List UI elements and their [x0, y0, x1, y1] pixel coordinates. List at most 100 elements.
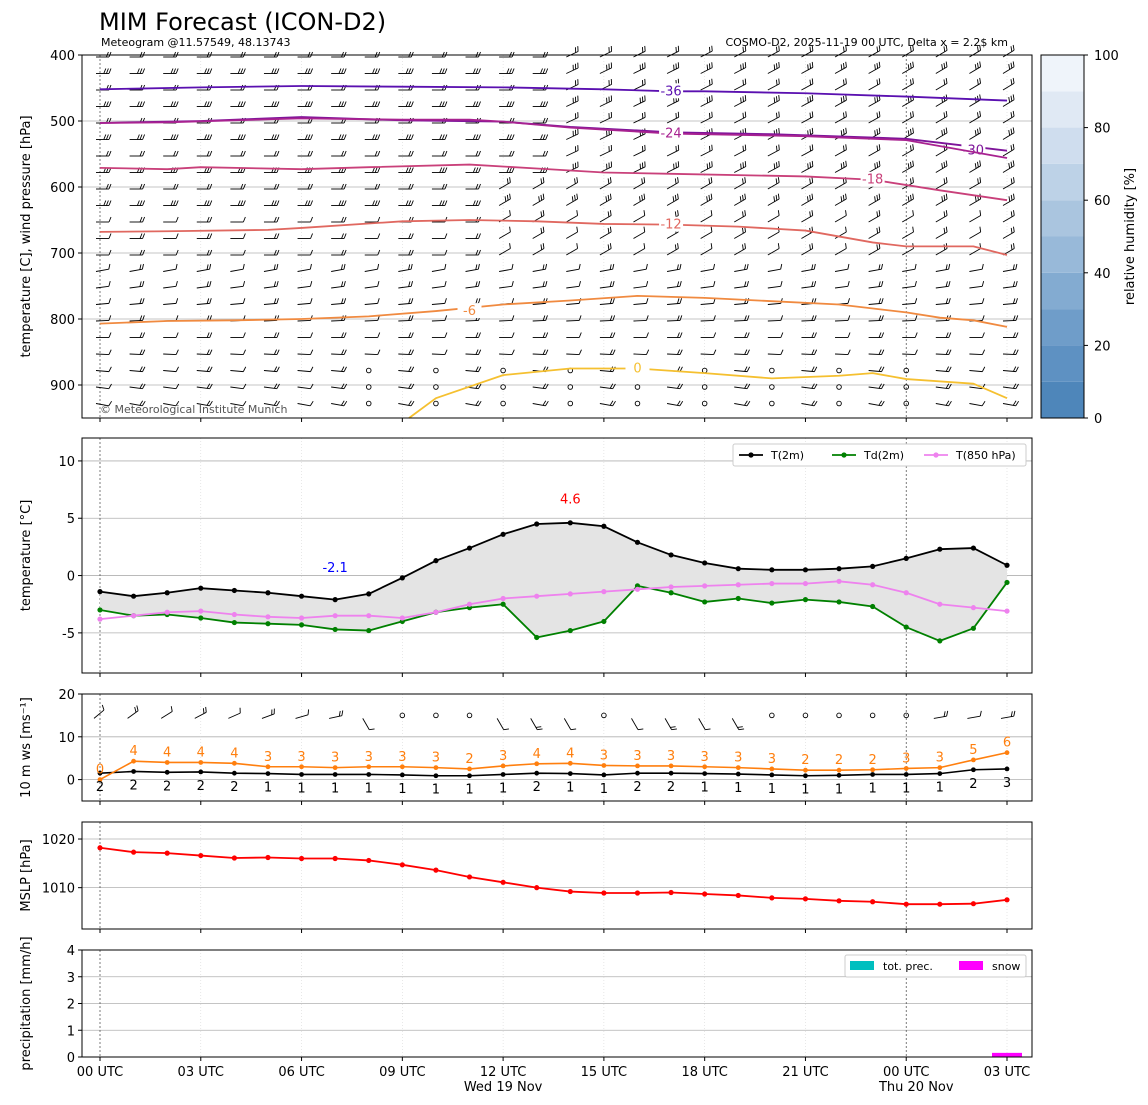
barb-shaft	[969, 302, 983, 305]
barb-feather	[103, 200, 107, 206]
wind-barb	[96, 332, 112, 338]
wind-barb	[834, 193, 847, 206]
wind-barb	[969, 332, 985, 338]
barb-feather	[1008, 196, 1011, 202]
barb-feather	[242, 400, 247, 406]
barb-feather	[874, 97, 876, 103]
series-point-td2m	[534, 634, 540, 641]
mslp-point	[130, 849, 137, 855]
series-point-td2m	[1004, 579, 1010, 586]
barb-feather	[242, 349, 246, 355]
series-point-t850	[231, 611, 237, 618]
surface-wind-barb	[698, 718, 711, 731]
series-point-t2m	[500, 531, 506, 537]
barb-feather	[441, 134, 445, 140]
wind-barb	[1002, 160, 1015, 173]
mslp-point	[399, 862, 405, 868]
barb-feather	[542, 101, 546, 107]
barb-feather	[910, 46, 912, 52]
barb-feather	[405, 167, 409, 173]
dewpoint-spread-area	[100, 522, 1007, 641]
barb-feather	[439, 68, 443, 74]
barb-feather	[811, 315, 815, 321]
barb-feather	[677, 161, 680, 167]
barb-feather	[511, 167, 515, 173]
barb-feather	[142, 134, 146, 140]
barb-feather	[677, 177, 679, 183]
barb-feather	[674, 194, 677, 201]
barb-feather	[708, 112, 711, 119]
mslp-point	[870, 899, 876, 905]
wind-barb	[431, 315, 448, 322]
wind-barb	[364, 332, 381, 338]
barb-feather	[708, 96, 711, 102]
barb-feather	[444, 249, 448, 256]
wind-barb	[263, 68, 280, 74]
barb-feather	[811, 177, 814, 183]
barb-feather	[1010, 128, 1013, 135]
wind-barb	[465, 150, 481, 157]
barb-feather	[310, 249, 313, 256]
barb-feather	[545, 150, 549, 157]
wind-barb	[969, 77, 981, 91]
wind-barb	[297, 134, 313, 140]
barb-feather	[139, 233, 143, 239]
barb-feather	[175, 200, 179, 206]
barb-feather	[645, 263, 648, 270]
wind-barb	[566, 226, 579, 239]
barb-feather	[310, 366, 314, 372]
surface-wind-calm	[869, 712, 876, 719]
wind-barb	[297, 366, 314, 373]
wind-barb-calm	[500, 400, 506, 407]
barb-feather	[410, 101, 414, 107]
series-point-t2m	[970, 545, 977, 551]
barb-feather	[811, 144, 814, 150]
barb-feather	[608, 113, 610, 119]
wind-barb	[902, 298, 918, 305]
wind-barb	[331, 332, 347, 338]
wind-barb	[868, 315, 884, 322]
y-tick-label: 0	[67, 570, 75, 585]
barb-feather	[742, 46, 744, 53]
wind-barb	[700, 349, 717, 356]
wind-barb	[734, 111, 747, 124]
barb-feather	[945, 193, 948, 200]
barb-feather	[780, 280, 783, 287]
barb-feather	[105, 200, 109, 206]
series-point-gust	[500, 763, 506, 769]
barb-feather	[845, 45, 847, 51]
barb-feather	[912, 127, 914, 134]
barb-feather	[945, 177, 948, 183]
barb-feather	[609, 226, 612, 233]
barb-feather	[273, 233, 277, 239]
barb-feather	[509, 150, 512, 157]
wind-barb	[599, 280, 615, 289]
isotherm-label: -24	[660, 127, 681, 142]
wind-barb	[1002, 143, 1015, 157]
barb-feather	[509, 193, 511, 200]
series-point-t850	[668, 584, 674, 590]
barb-feather	[142, 150, 146, 157]
mslp-point	[231, 855, 237, 861]
barb-feather	[475, 264, 478, 270]
series-point-gust	[668, 763, 674, 769]
wind-barb	[633, 263, 648, 272]
barb-feather	[609, 400, 614, 406]
wind-barb-calm	[903, 384, 909, 390]
barb-feather	[209, 263, 212, 270]
barb-feather	[811, 349, 815, 355]
barb-feather	[209, 249, 213, 256]
barb-feather	[273, 400, 278, 406]
barb-shaft	[297, 268, 311, 272]
barb-feather	[912, 61, 914, 68]
barb-feather	[475, 366, 479, 372]
barb-feather	[341, 400, 345, 406]
barb-shaft	[902, 353, 916, 356]
mslp-point	[634, 890, 641, 896]
series-point-t850	[534, 593, 540, 599]
barb-feather	[813, 263, 816, 270]
barb-feather	[175, 280, 178, 287]
wind-barb	[734, 400, 751, 407]
colorbar-segment	[1041, 309, 1084, 346]
